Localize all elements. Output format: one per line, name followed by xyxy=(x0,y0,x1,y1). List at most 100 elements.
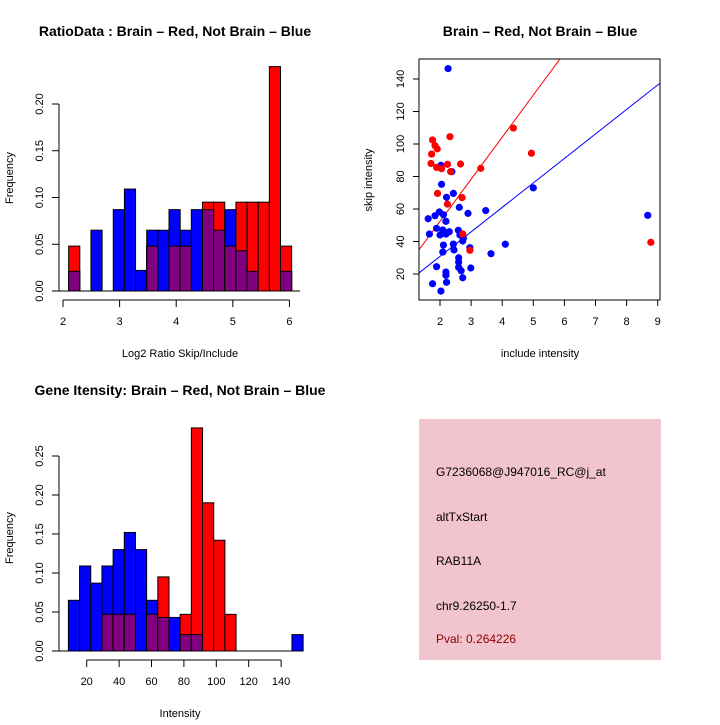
info-panel: G7236068@J947016_RC@j_at altTxStart RAB1… xyxy=(419,419,661,660)
brain-fit-line xyxy=(419,59,561,250)
point-not-brain xyxy=(455,258,463,266)
bar-overlap xyxy=(190,634,204,652)
y-tick-label: 0.20 xyxy=(34,93,46,114)
bar-brain xyxy=(190,427,204,652)
x-tick-label: 4 xyxy=(173,316,179,328)
ratio-histogram-title: RatioData : Brain – Red, Not Brain – Blu… xyxy=(39,23,311,39)
point-brain xyxy=(466,246,474,254)
point-not-brain xyxy=(459,274,467,282)
intensity-histogram-title: Gene Itensity: Brain – Red, Not Brain – … xyxy=(35,382,326,398)
point-not-brain xyxy=(424,215,432,223)
point-not-brain xyxy=(450,246,458,254)
scatter-plot-area xyxy=(419,59,660,295)
bar-overlap xyxy=(157,616,170,652)
x-tick-label: 140 xyxy=(272,676,290,688)
probe-id: G7236068@J947016_RC@j_at xyxy=(436,465,606,479)
bar-not-brain xyxy=(123,188,137,292)
point-brain xyxy=(477,164,485,172)
y-tick-label: 140 xyxy=(395,70,407,88)
bar-not-brain xyxy=(168,616,181,652)
bar-brain xyxy=(268,66,282,292)
point-brain xyxy=(433,145,441,153)
point-not-brain xyxy=(425,230,434,238)
x-tick-label: 40 xyxy=(113,676,125,688)
point-brain xyxy=(446,168,455,176)
point-not-brain xyxy=(487,250,495,258)
bar-overlap xyxy=(168,245,181,292)
point-not-brain xyxy=(442,271,450,279)
point-not-brain xyxy=(449,189,457,197)
bar-overlap xyxy=(201,209,215,292)
point-not-brain xyxy=(439,241,448,249)
point-brain xyxy=(647,238,655,246)
bar-overlap xyxy=(146,613,159,652)
point-brain xyxy=(428,150,436,158)
x-tick-label: 9 xyxy=(655,316,661,328)
x-tick-label: 120 xyxy=(240,676,258,688)
bar-overlap xyxy=(112,613,125,652)
point-not-brain xyxy=(428,280,437,288)
bar-not-brain xyxy=(135,269,148,292)
intensity-histogram-ylabel: Frequency xyxy=(4,512,16,564)
x-tick-label: 2 xyxy=(437,316,443,328)
point-not-brain xyxy=(467,264,475,272)
event-type: altTxStart xyxy=(436,510,488,524)
bar-brain xyxy=(224,613,237,652)
x-tick-label: 2 xyxy=(60,316,66,328)
point-not-brain xyxy=(432,224,441,232)
x-tick-label: 3 xyxy=(468,316,474,328)
point-brain xyxy=(509,124,517,132)
bar-overlap xyxy=(68,270,81,292)
y-tick-label: 0.10 xyxy=(34,187,46,208)
bar-overlap xyxy=(213,229,226,292)
point-not-brain xyxy=(457,267,465,275)
point-brain xyxy=(428,136,437,144)
intensity-histogram-xlabel: Intensity xyxy=(160,708,201,720)
bar-not-brain xyxy=(157,229,170,292)
x-tick-label: 6 xyxy=(286,316,292,328)
bar-overlap xyxy=(101,613,114,652)
y-tick-label: 0.10 xyxy=(34,562,46,583)
ratio-histogram: RatioData : Brain – Red, Not Brain – Blu… xyxy=(4,23,311,360)
intensity-scatter: Brain – Red, Not Brain – Blue include in… xyxy=(363,23,661,360)
point-not-brain xyxy=(439,248,447,256)
bar-not-brain xyxy=(190,209,203,292)
y-tick-label: 0.05 xyxy=(34,601,46,622)
y-tick-label: 20 xyxy=(395,268,407,280)
point-brain xyxy=(437,165,446,173)
point-not-brain xyxy=(437,180,446,188)
info-panel-background xyxy=(419,419,661,660)
x-tick-label: 7 xyxy=(592,316,598,328)
x-tick-label: 8 xyxy=(624,316,630,328)
point-not-brain xyxy=(459,237,467,245)
y-tick-label: 80 xyxy=(395,170,407,182)
point-not-brain xyxy=(445,228,453,236)
x-tick-label: 4 xyxy=(499,316,505,328)
y-tick-label: 0.20 xyxy=(34,484,46,505)
scatter-xlabel: include intensity xyxy=(501,348,580,360)
x-tick-label: 80 xyxy=(178,676,190,688)
pval: Pval: 0.264226 xyxy=(436,632,516,646)
bar-overlap xyxy=(280,270,293,292)
x-tick-label: 60 xyxy=(145,676,157,688)
x-tick-label: 100 xyxy=(207,676,225,688)
bar-overlap xyxy=(179,245,192,292)
x-tick-label: 5 xyxy=(530,316,536,328)
y-tick-label: 100 xyxy=(395,135,407,153)
bar-overlap xyxy=(179,634,192,652)
gene-name: RAB11A xyxy=(436,554,481,568)
bar-overlap xyxy=(235,250,248,292)
bar-not-brain xyxy=(67,599,81,652)
bar-not-brain xyxy=(134,549,148,652)
y-tick-label: 0.00 xyxy=(34,640,46,661)
point-not-brain xyxy=(444,65,452,73)
scatter-title: Brain – Red, Not Brain – Blue xyxy=(443,23,638,39)
x-tick-label: 20 xyxy=(81,676,93,688)
bar-brain xyxy=(257,201,270,292)
point-brain xyxy=(459,230,467,238)
y-tick-label: 0.05 xyxy=(34,234,46,255)
point-brain xyxy=(458,194,466,202)
y-tick-label: 40 xyxy=(395,235,407,247)
point-not-brain xyxy=(442,278,451,286)
point-brain xyxy=(443,200,452,208)
